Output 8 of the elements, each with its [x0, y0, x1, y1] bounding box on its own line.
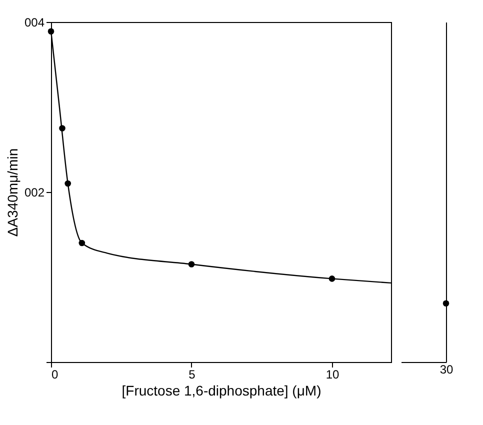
- y-axis-title: ΔA340mμ/min: [4, 148, 20, 237]
- x-tick-label: 0: [52, 368, 58, 382]
- x-tick-label: 5: [188, 368, 196, 382]
- y-tick-label: 004: [24, 16, 45, 30]
- x-tick-label: 10: [326, 368, 340, 382]
- x-tick-label: 30: [440, 362, 454, 376]
- y-tick-label: 002: [24, 186, 45, 200]
- x-axis-title: [Fructose 1,6-diphosphate] (μM): [122, 382, 322, 398]
